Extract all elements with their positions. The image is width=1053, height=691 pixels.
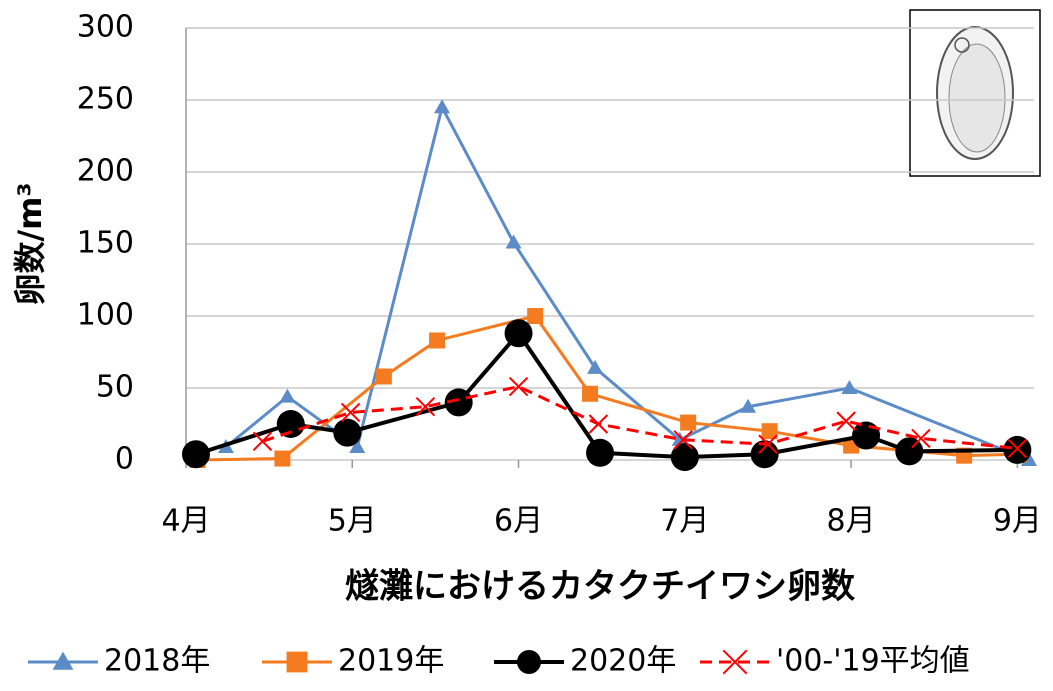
y-axis-label: 卵数/m³: [11, 182, 49, 305]
page: 燧灘におけるカタクチイワシ卵数 卵数/m³ 0 50 100 150 200 250 300…: [0, 0, 1053, 691]
x-tick-label: 5月: [328, 504, 377, 539]
chart-title: 燧灘におけるカタクチイワシ卵数: [345, 567, 855, 607]
marker: [852, 422, 880, 450]
y-tick-label: 200: [77, 154, 134, 189]
legend-label: 2018年: [104, 644, 210, 679]
marker: [333, 419, 361, 447]
marker: [506, 235, 522, 249]
marker: [586, 439, 614, 467]
marker: [505, 319, 533, 347]
x-tick-label: 8月: [827, 504, 876, 539]
legend-entry: 2020年: [494, 644, 676, 679]
marker: [279, 389, 295, 403]
marker: [287, 652, 308, 673]
marker: [1003, 436, 1031, 464]
x-tick-label: 6月: [494, 504, 543, 539]
y-tick-label: 0: [115, 442, 134, 477]
y-tick-label: 150: [77, 226, 134, 261]
y-tick-label: 100: [77, 298, 134, 333]
legend-entry: '00-'19平均値: [700, 644, 970, 679]
marker: [182, 440, 210, 468]
marker: [841, 380, 857, 394]
marker: [589, 415, 607, 433]
legend-label: 2019年: [338, 644, 444, 679]
y-tick-label: 50: [96, 370, 134, 405]
y-tick-label: 300: [77, 10, 134, 45]
legend-entry: 2018年: [28, 644, 210, 679]
legend-entry: 2019年: [262, 644, 444, 679]
chart: 燧灘におけるカタクチイワシ卵数 卵数/m³ 0 50 100 150 200 250 300…: [0, 0, 1053, 691]
line: [196, 333, 1017, 457]
marker: [680, 415, 696, 431]
marker: [376, 368, 392, 384]
y-tick-label: 250: [77, 82, 134, 117]
marker: [582, 386, 598, 402]
x-tick-label: 4月: [161, 504, 210, 539]
marker: [274, 451, 290, 467]
marker: [434, 99, 450, 113]
marker: [517, 650, 541, 674]
marker: [527, 308, 543, 324]
marker: [429, 332, 445, 348]
legend-label: 2020年: [570, 644, 676, 679]
legend-label: '00-'19平均値: [776, 644, 970, 679]
series: [182, 319, 1031, 471]
x-tick-label: 7月: [660, 504, 709, 539]
inset-image: [910, 10, 1040, 176]
x-tick-label: 9月: [993, 504, 1042, 539]
